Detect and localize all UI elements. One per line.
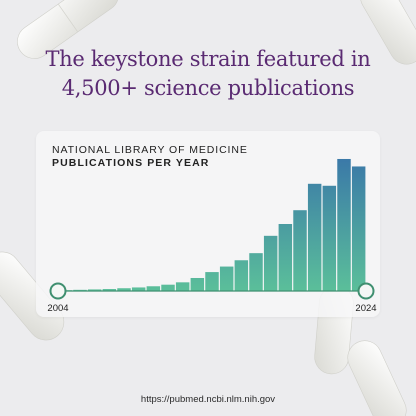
bar-2007 [102,289,117,291]
bar-2020 [293,210,307,291]
axis-marker-start [49,282,67,300]
bar-2013 [190,277,205,291]
bar-2015 [219,266,234,291]
bar-2014 [205,272,219,291]
capsule-top-right [360,0,416,65]
bar-2023 [337,158,351,291]
publications-bar-chart: 2004 2024 [47,158,377,314]
headline-line-1: The keystone strain featured in [45,47,371,71]
capsule-top-left [17,0,119,59]
tick-label-start: 2004 [47,303,68,314]
bar-2012 [175,282,190,291]
bar-2021 [307,183,322,291]
chart-title: PUBLICATIONS PER YEAR [52,157,210,169]
bar-2008 [117,288,131,291]
headline: The keystone strain featured in 4,500+ s… [0,45,416,103]
bar-2017 [249,253,263,291]
bars-group [58,158,366,291]
axis-marker-end [357,282,375,300]
bar-2016 [234,260,249,291]
tick-label-end: 2024 [355,303,376,314]
axis-group: 2004 2024 [47,282,377,314]
bar-2010 [146,286,161,291]
bar-2011 [161,284,175,291]
bar-2006 [87,289,102,291]
headline-line-2: 4,500+ science publications [61,76,355,100]
source-url[interactable]: https://pubmed.ncbi.nlm.nih.gov [140,394,276,405]
bar-2009 [131,287,146,291]
chart-source-label: NATIONAL LIBRARY OF MEDICINE [52,144,248,156]
chart-card: NATIONAL LIBRARY OF MEDICINE PUBLICATION… [36,131,380,317]
bar-2024 [351,166,366,291]
bar-2018 [263,235,278,291]
bar-2022 [322,185,337,291]
capsule-bottom-right [347,340,407,416]
bar-2019 [278,224,293,291]
